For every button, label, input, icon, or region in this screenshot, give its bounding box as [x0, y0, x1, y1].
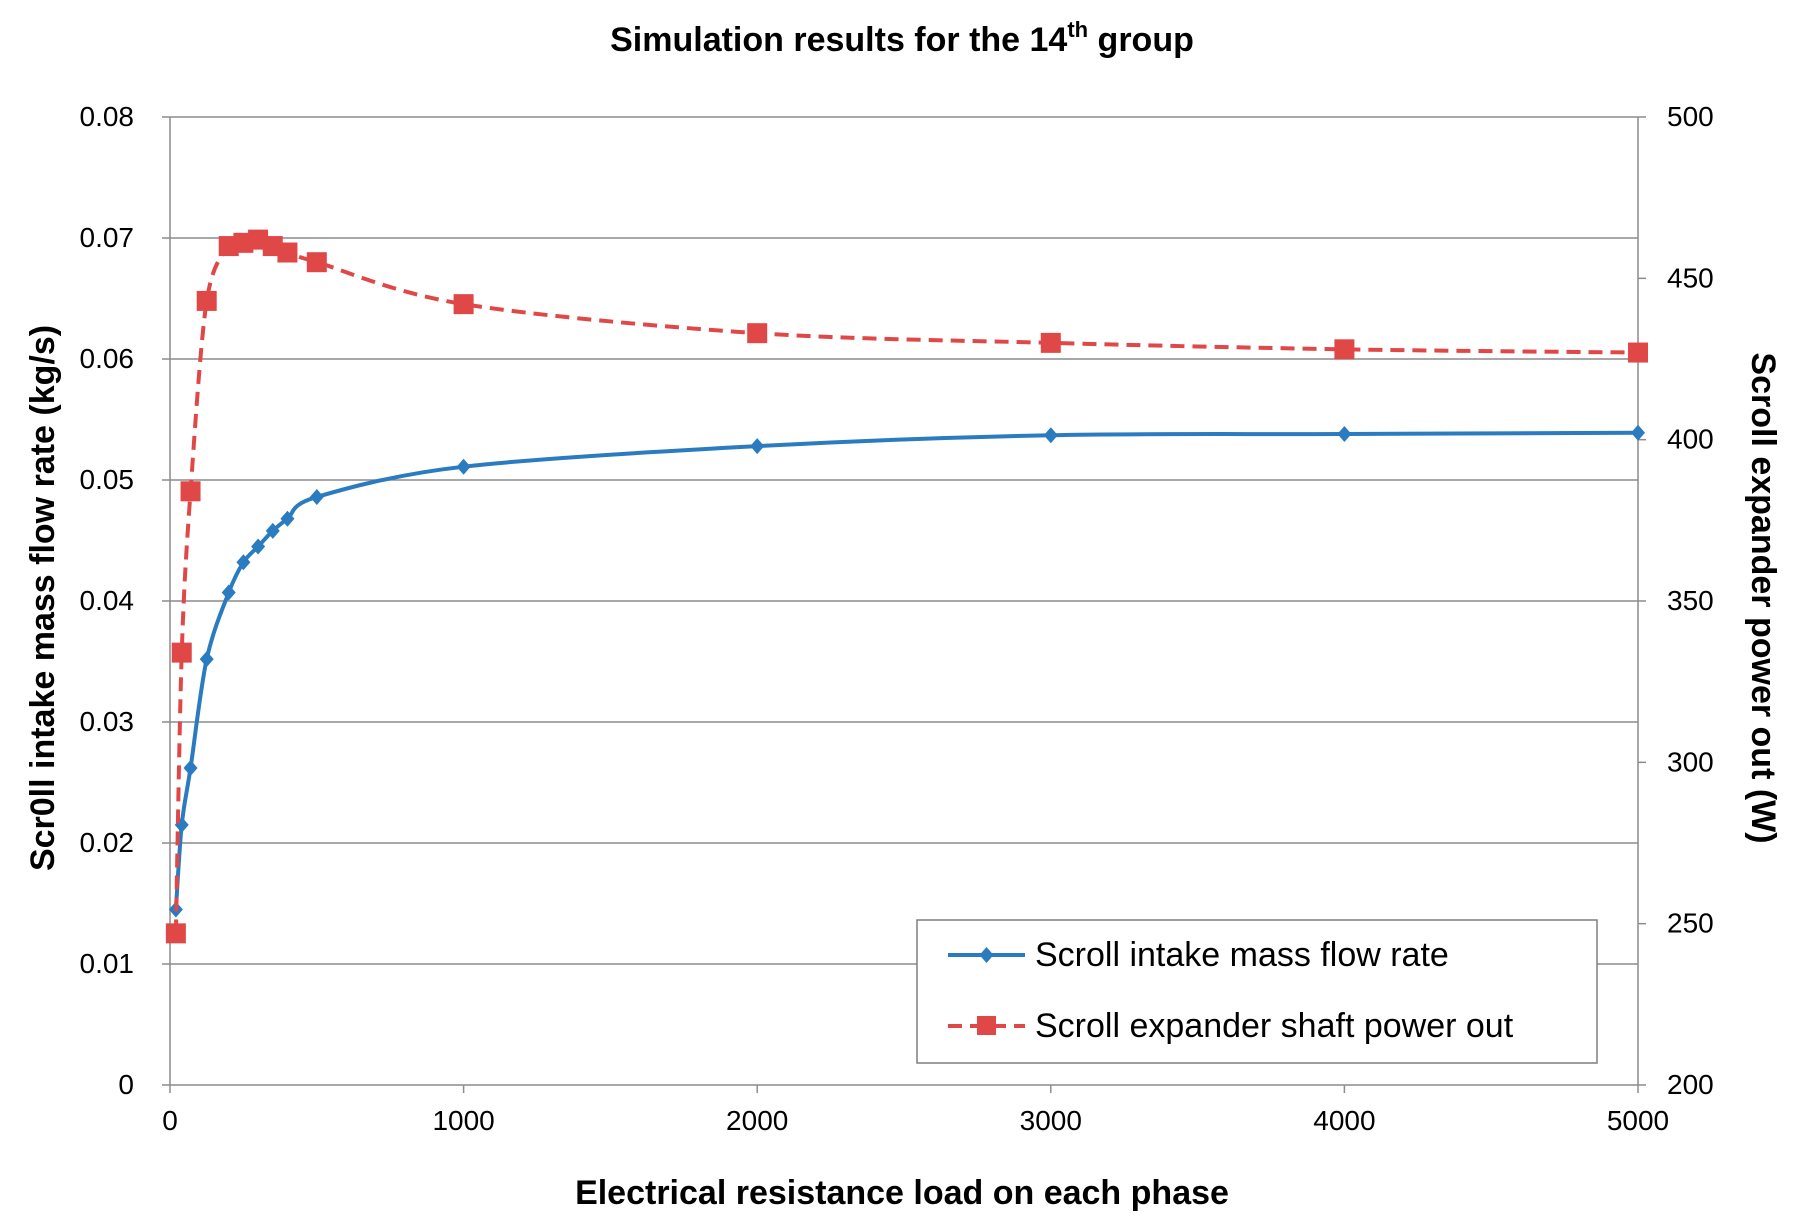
series-line-shaft-power [173, 237, 1639, 934]
y-left-tick-label: 0.06 [80, 343, 135, 374]
series-line-mass-flow [173, 430, 1639, 910]
x-axis-label: Electrical resistance load on each phase [575, 1174, 1229, 1212]
grid-layer [170, 116, 1638, 965]
legend-marker-square-icon [977, 1016, 996, 1035]
chart-title: Simulation results for the 14th group [610, 17, 1194, 59]
y-left-tick-label: 0.07 [80, 222, 135, 253]
data-point-mass-flow [236, 554, 251, 571]
legend: Scroll intake mass flow rate Scroll expa… [916, 919, 1598, 1064]
data-point-shaft-power [171, 642, 192, 663]
y-right-tick-label: 400 [1667, 424, 1714, 455]
y-right-tick-label: 450 [1667, 262, 1714, 293]
y-right-tick-label: 350 [1667, 585, 1714, 616]
data-point-shaft-power [453, 294, 474, 315]
data-point-mass-flow [183, 759, 198, 776]
y-left-tick-label: 0.03 [80, 706, 135, 737]
data-point-shaft-power [196, 290, 217, 311]
x-tick-label: 3000 [1020, 1105, 1082, 1136]
x-tick-label: 4000 [1313, 1105, 1375, 1136]
data-point-mass-flow [1337, 426, 1352, 443]
legend-box [916, 919, 1598, 1064]
data-point-shaft-power [1334, 339, 1355, 360]
data-point-mass-flow [750, 438, 765, 455]
data-point-mass-flow [251, 538, 266, 555]
data-point-mass-flow [265, 522, 280, 539]
data-point-shaft-power [306, 252, 327, 273]
data-point-shaft-power [277, 242, 298, 263]
y-left-tick-label: 0.02 [80, 827, 135, 858]
data-point-shaft-power [165, 923, 186, 944]
data-point-mass-flow [1043, 427, 1058, 444]
data-point-mass-flow [1631, 424, 1645, 441]
y-left-tick-label: 0.04 [80, 585, 135, 616]
legend-label-mass-flow: Scroll intake mass flow rate [1035, 936, 1449, 974]
x-tick-label: 1000 [432, 1105, 494, 1136]
y-right-tick-label: 300 [1667, 746, 1714, 777]
data-point-shaft-power [1628, 342, 1648, 363]
data-point-mass-flow [309, 488, 324, 505]
y-left-tick-label: 0 [118, 1069, 134, 1100]
data-point-mass-flow [221, 584, 236, 601]
data-point-shaft-power [180, 481, 201, 502]
x-tick-label: 2000 [726, 1105, 788, 1136]
legend-item-shaft-power: Scroll expander shaft power out [948, 1007, 1514, 1045]
x-tick-label: 0 [162, 1105, 178, 1136]
legend-marker-diamond-icon [979, 947, 994, 963]
legend-label-shaft-power: Scroll expander shaft power out [1035, 1007, 1514, 1045]
y-axis-left-label: Scr0ll intake mass flow rate (kg/s) [24, 325, 62, 871]
ticks-layer: 0 0.01 0.02 0.03 0.04 0.05 0.06 0.07 0.08 200 250 3… [80, 101, 1714, 1136]
legend-item-mass-flow: Scroll intake mass flow rate [948, 936, 1449, 974]
x-tick-label: 5000 [1607, 1105, 1669, 1136]
data-point-mass-flow [456, 458, 471, 475]
y-axis-right-label: Scroll expander power out (W) [1744, 352, 1782, 843]
y-left-tick-label: 0.01 [80, 948, 135, 979]
data-point-shaft-power [747, 323, 768, 344]
series-layer [165, 229, 1648, 944]
y-left-tick-label: 0.05 [80, 464, 135, 495]
y-right-tick-label: 250 [1667, 908, 1714, 939]
data-point-mass-flow [280, 510, 295, 527]
data-point-mass-flow [199, 651, 214, 668]
y-right-tick-label: 500 [1667, 101, 1714, 132]
y-left-tick-label: 0.08 [80, 101, 135, 132]
chart-title-suffix: group [1088, 21, 1194, 59]
chart-title-main: Simulation results for the 14 [610, 21, 1067, 59]
data-point-shaft-power [1040, 332, 1061, 353]
y-right-tick-label: 200 [1667, 1069, 1714, 1100]
chart-title-superscript: th [1067, 17, 1088, 42]
